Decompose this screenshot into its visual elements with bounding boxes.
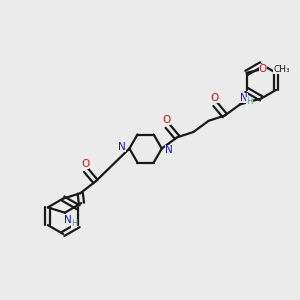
- Text: H: H: [246, 97, 253, 106]
- Text: CH₃: CH₃: [273, 65, 290, 74]
- Text: N: N: [118, 142, 126, 152]
- Text: O: O: [259, 64, 267, 74]
- Text: N: N: [64, 215, 72, 225]
- Text: N: N: [165, 145, 173, 155]
- Text: N: N: [240, 94, 248, 103]
- Text: O: O: [163, 115, 171, 125]
- Text: O: O: [210, 94, 219, 103]
- Text: H: H: [71, 218, 77, 227]
- Text: O: O: [81, 159, 89, 170]
